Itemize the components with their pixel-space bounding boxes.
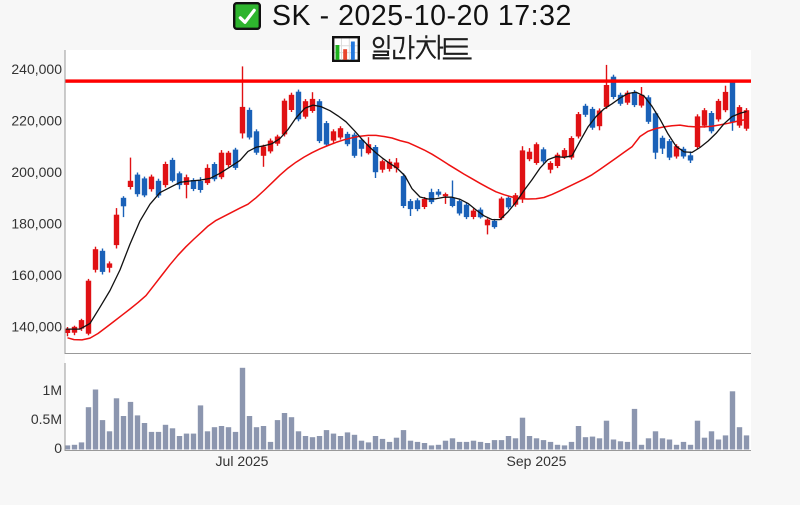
svg-text:SK - 2025-10-20 17:32: SK - 2025-10-20 17:32 xyxy=(272,0,572,32)
svg-text:0.5M: 0.5M xyxy=(31,411,62,427)
svg-text:Sep 2025: Sep 2025 xyxy=(507,453,567,469)
svg-text:160,000: 160,000 xyxy=(11,267,62,283)
svg-text:140,000: 140,000 xyxy=(11,319,62,335)
svg-text:1M: 1M xyxy=(43,382,62,398)
svg-text:0: 0 xyxy=(54,440,62,456)
svg-text:220,000: 220,000 xyxy=(11,113,62,129)
svg-text:200,000: 200,000 xyxy=(11,164,62,180)
svg-text:180,000: 180,000 xyxy=(11,216,62,232)
svg-text:240,000: 240,000 xyxy=(11,61,62,77)
svg-text:Jul 2025: Jul 2025 xyxy=(216,453,269,469)
